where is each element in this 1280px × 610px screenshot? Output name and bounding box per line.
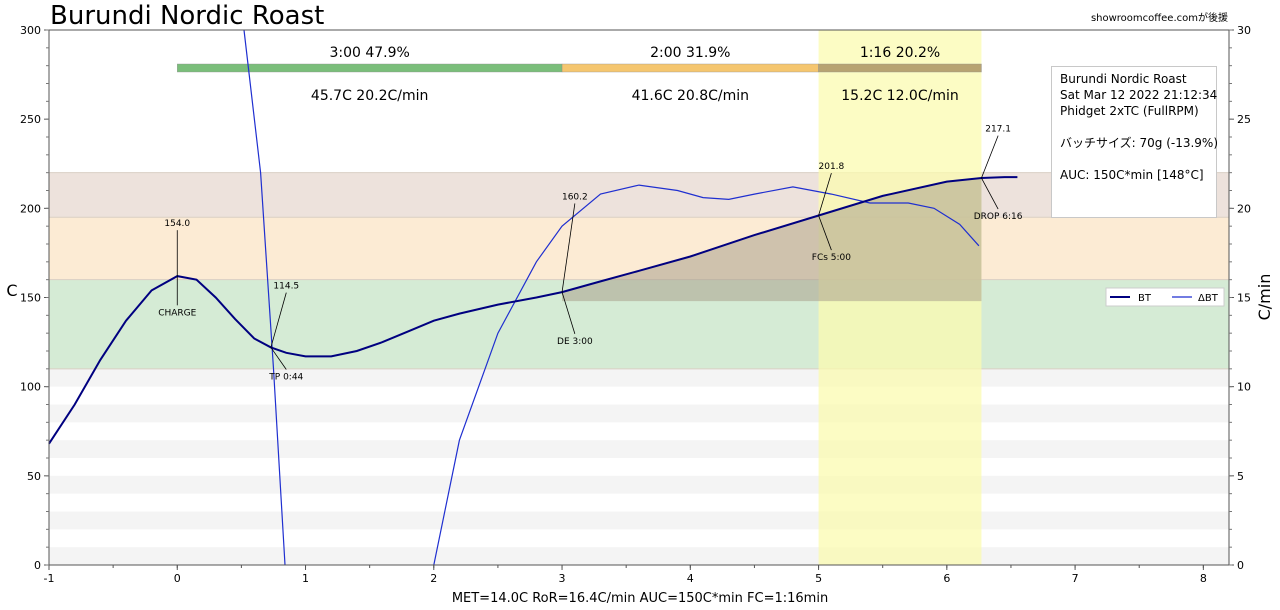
annotation-value: 201.8 xyxy=(819,162,845,172)
phase-bar xyxy=(561,63,819,73)
background-stripe xyxy=(49,404,1229,423)
annotation-value: 114.5 xyxy=(273,282,299,292)
annotation-leader xyxy=(818,215,832,251)
phase-stats-label: 45.7C 20.2C/min xyxy=(311,88,428,104)
x-tick-label: 2 xyxy=(430,572,437,585)
phase-duration-label: 1:16 20.2% xyxy=(860,45,940,61)
annotation-value: 217.1 xyxy=(985,125,1011,135)
background-stripe xyxy=(49,475,1229,494)
annotation-leader xyxy=(270,292,287,348)
x-tick-label: 8 xyxy=(1200,572,1207,585)
series-line-delta-bt xyxy=(243,29,980,566)
roast-info-box: Burundi Nordic Roast Sat Mar 12 2022 21:… xyxy=(1051,66,1219,218)
series-legend: BT ΔBT xyxy=(1105,287,1225,307)
y-left-tick-label: 250 xyxy=(20,113,41,126)
annotation-leader xyxy=(561,292,576,334)
annotation-label: FCs 5:00 xyxy=(812,253,851,263)
legend-delta-bt-label: ΔBT xyxy=(1198,293,1219,304)
y-left-tick-label: 200 xyxy=(20,202,41,215)
x-tick-label: 5 xyxy=(815,572,822,585)
series-line-bt xyxy=(48,176,1018,445)
y-axis-label-right: C/min xyxy=(1255,274,1274,321)
annotation-leader xyxy=(561,203,576,293)
y-right-tick-label: 30 xyxy=(1237,24,1251,37)
background-stripe xyxy=(49,511,1229,530)
y-left-tick-label: 50 xyxy=(27,470,41,483)
y-right-tick-label: 5 xyxy=(1237,470,1244,483)
temperature-band xyxy=(49,172,1229,218)
legend-bt-label: BT xyxy=(1138,293,1152,304)
x-tick-label: 0 xyxy=(174,572,181,585)
annotation-leader xyxy=(818,172,832,216)
x-tick-label: 1 xyxy=(302,572,309,585)
y-right-tick-label: 15 xyxy=(1237,292,1251,305)
y-left-tick-label: 0 xyxy=(34,559,41,572)
y-right-tick-label: 10 xyxy=(1237,381,1251,394)
y-left-tick-label: 150 xyxy=(20,292,41,305)
annotation-label: DROP 6:16 xyxy=(974,212,1023,222)
series-layer xyxy=(48,29,1018,566)
x-tick-label: 7 xyxy=(1072,572,1079,585)
phase-stats-label: 15.2C 12.0C/min xyxy=(841,88,958,104)
info-auc: AUC: 150C*min [148°C] xyxy=(1060,168,1204,182)
info-batch-size: バッチサイズ: 70g (-13.9%) xyxy=(1060,136,1219,150)
background-layer xyxy=(49,30,1229,565)
annotations: 154.0 CHARGE 114.5 TP 0:44 160.2 DE 3:00 201.8… xyxy=(158,125,1023,383)
annotation-label: DE 3:00 xyxy=(557,337,593,347)
phase-stats-label: 41.6C 20.8C/min xyxy=(632,88,749,104)
statistics-footer: MET=14.0C RoR=16.4C/min AUC=150C*min FC=… xyxy=(452,591,828,606)
y-axis-label-left: C xyxy=(6,281,17,300)
background-stripe xyxy=(49,547,1229,565)
annotation-label: CHARGE xyxy=(158,308,196,318)
phase-bar xyxy=(818,63,982,73)
sponsor-credit: showroomcoffee.comが後援 xyxy=(1090,13,1228,24)
y-left-tick-label: 300 xyxy=(20,24,41,37)
annotation-value: 160.2 xyxy=(562,192,588,202)
phase-duration-label: 2:00 31.9% xyxy=(650,45,730,61)
annotation-value: 154.0 xyxy=(164,219,190,229)
annotation-leader xyxy=(981,135,999,179)
y-left-tick-label: 100 xyxy=(20,381,41,394)
info-title: Burundi Nordic Roast xyxy=(1060,72,1187,86)
phase-bar xyxy=(177,63,563,73)
phase-duration-label: 3:00 47.9% xyxy=(329,45,409,61)
phase-bars: 3:00 47.9% 45.7C 20.2C/min 2:00 31.9% 41.6C… xyxy=(177,45,982,104)
info-device: Phidget 2xTC (FullRPM) xyxy=(1060,104,1199,118)
annotation-label: TP 0:44 xyxy=(268,373,303,383)
background-stripe xyxy=(49,368,1229,387)
chart-title: Burundi Nordic Roast xyxy=(50,1,325,31)
y-right-tick-label: 0 xyxy=(1237,559,1244,572)
y-right-tick-label: 20 xyxy=(1237,202,1251,215)
x-tick-label: 6 xyxy=(943,572,950,585)
auc-area xyxy=(562,178,982,302)
annotation-leader xyxy=(981,177,999,210)
x-tick-label: 4 xyxy=(687,572,694,585)
background-stripe xyxy=(49,440,1229,458)
temperature-band xyxy=(49,217,1229,280)
x-tick-label: -1 xyxy=(44,572,55,585)
info-datetime: Sat Mar 12 2022 21:12:34 xyxy=(1060,88,1218,102)
axes: -1 0 1 2 3 4 5 6 7 805010015020025030005101520253… xyxy=(20,24,1251,585)
annotation-leader xyxy=(270,347,287,370)
y-right-tick-label: 25 xyxy=(1237,113,1251,126)
x-tick-label: 3 xyxy=(559,572,566,585)
